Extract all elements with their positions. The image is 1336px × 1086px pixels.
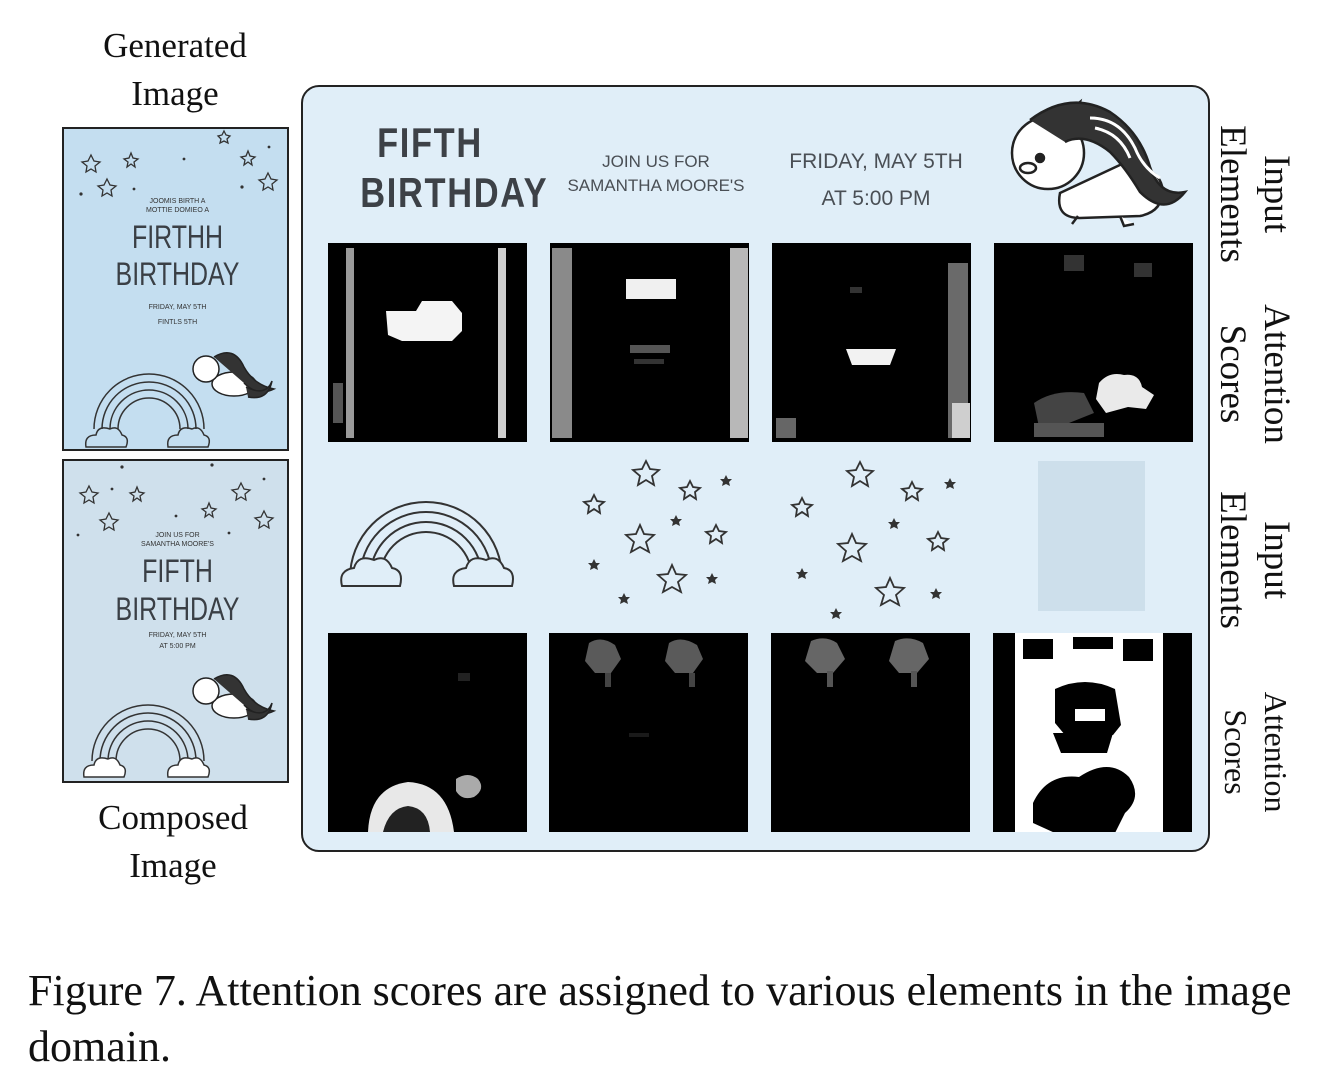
figure-caption: Figure 7. Attention scores are assigned … — [28, 966, 1292, 1071]
generated-title-2: BIRTHDAY — [115, 256, 240, 292]
composed-top-text-2: SAMANTHA MOORE'S — [141, 541, 214, 548]
unicorn-icon — [1010, 98, 1189, 228]
unicorn-icon — [192, 674, 277, 721]
row-label-input-elements-1: Input Elements — [1212, 125, 1297, 263]
generated-image: JOOMIS BIRTH A MOTTIE DOMIEO A FIRTHH BI… — [62, 127, 289, 451]
unicorn-icon — [192, 352, 277, 399]
row-label-input-elements-2: Input Elements — [1212, 491, 1297, 629]
stars-icon — [76, 463, 275, 537]
row-label-attention-scores-1: Attention Scores — [1212, 304, 1297, 444]
composed-title-2: BIRTHDAY — [115, 591, 240, 627]
composed-small-2: AT 5:00 PM — [159, 643, 196, 650]
composed-small-1: FRIDAY, MAY 5TH — [148, 632, 207, 639]
join-line-2: SAMANTHA MOORE'S — [567, 176, 745, 195]
input-element-fifth-birthday: FIFTH BIRTHDAY — [360, 118, 549, 218]
generated-small-1: FRIDAY, MAY 5TH — [148, 304, 207, 311]
attention-map-friday — [772, 243, 971, 442]
attention-map-fifth-birthday — [328, 243, 527, 442]
composed-image-label: Composed Image — [98, 798, 248, 885]
input-element-join-us: JOIN US FOR SAMANTHA MOORE'S — [556, 150, 756, 198]
input-element-friday: FRIDAY, MAY 5TH AT 5:00 PM — [776, 143, 976, 217]
stars-icon — [581, 458, 732, 604]
attention-map-blank — [993, 633, 1192, 832]
join-line-1: JOIN US FOR — [602, 152, 710, 171]
composed-title-1: FIFTH — [142, 553, 213, 589]
attention-map-stars-1 — [549, 633, 748, 832]
attention-map-rainbow — [328, 633, 527, 832]
composed-image: JOIN US FOR SAMANTHA MOORE'S FIFTH BIRTH… — [62, 459, 289, 783]
generated-top-text: JOOMIS BIRTH A MOTTIE DOMIEO A — [145, 198, 209, 214]
rainbow-icon — [340, 501, 514, 587]
stars-icon — [79, 129, 279, 198]
row-label-attention-scores-2: Attention Scores — [1218, 691, 1294, 813]
generated-title-1: FIRTHH — [131, 219, 224, 255]
composed-top-text-1: JOIN US FOR — [155, 532, 200, 539]
blank-input-element — [1038, 461, 1145, 611]
attention-map-unicorn — [994, 243, 1193, 442]
stars-icon — [790, 459, 956, 619]
fifth-line-2: BIRTHDAY — [360, 169, 549, 216]
generated-small-2: FINTLS 5TH — [157, 319, 198, 326]
rainbow-icon — [84, 373, 211, 448]
attention-map-stars-2 — [771, 633, 970, 832]
fifth-line-1: FIFTH — [377, 119, 483, 166]
friday-line-2: AT 5:00 PM — [821, 187, 931, 210]
friday-line-1: FRIDAY, MAY 5TH — [789, 150, 963, 173]
generated-image-label: Generated Image — [103, 26, 247, 113]
rainbow-icon — [82, 704, 211, 778]
attention-map-join-us — [550, 243, 749, 442]
